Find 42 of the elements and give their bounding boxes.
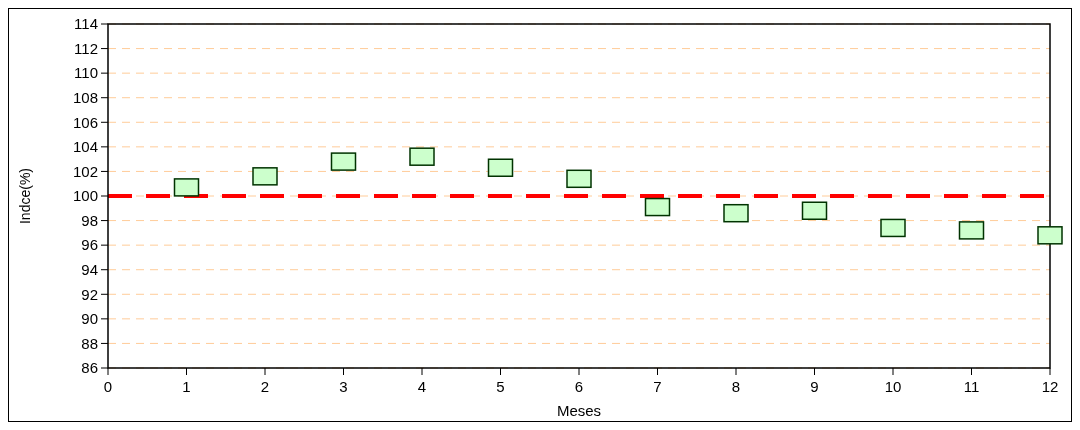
point — [252, 167, 278, 186]
y-tick-label: 88 — [81, 334, 98, 352]
x-tick-label: 10 — [884, 378, 902, 395]
x-tick-label: 8 — [731, 378, 741, 395]
x-tick-label: 3 — [339, 378, 348, 395]
point — [409, 147, 435, 166]
x-tick-label: 11 — [963, 378, 980, 395]
x-tick-label: 5 — [496, 378, 505, 395]
y-tick-label: 94 — [81, 260, 98, 278]
point — [958, 221, 985, 240]
x-tick-label: 6 — [574, 378, 584, 395]
y-tick-label: 98 — [81, 211, 98, 229]
y-axis-title: Indce(%) — [17, 167, 33, 225]
x-tick-label: 1 — [182, 378, 191, 395]
x-tick-label: 7 — [653, 378, 662, 395]
y-tick-label: 112 — [74, 39, 98, 57]
x-axis-title: Meses — [556, 402, 602, 419]
point — [723, 203, 749, 223]
point — [566, 169, 592, 189]
point — [173, 178, 200, 197]
x-tick-label: 4 — [417, 378, 427, 395]
x-tick-label: 12 — [1041, 378, 1059, 395]
y-tick-label: 86 — [81, 359, 98, 377]
y-tick-label: 110 — [74, 64, 98, 82]
y-tick-label: 104 — [72, 138, 98, 156]
x-tick-label: 0 — [103, 378, 113, 395]
y-tick-label: 100 — [72, 187, 98, 205]
point — [880, 218, 906, 238]
y-tick-label: 114 — [74, 15, 98, 33]
y-tick-label: 102 — [72, 162, 98, 180]
y-tick-label: 96 — [81, 236, 98, 254]
x-tick-label: 9 — [810, 378, 819, 395]
x-tick-label: 2 — [260, 378, 270, 395]
y-tick-label: 106 — [72, 113, 98, 131]
y-tick-label: 92 — [81, 285, 98, 303]
point — [801, 201, 828, 220]
point — [1037, 226, 1063, 245]
point — [644, 197, 671, 217]
y-tick-label: 90 — [81, 310, 98, 328]
point — [330, 152, 357, 171]
point — [487, 158, 514, 177]
y-tick-label: 108 — [72, 88, 98, 106]
